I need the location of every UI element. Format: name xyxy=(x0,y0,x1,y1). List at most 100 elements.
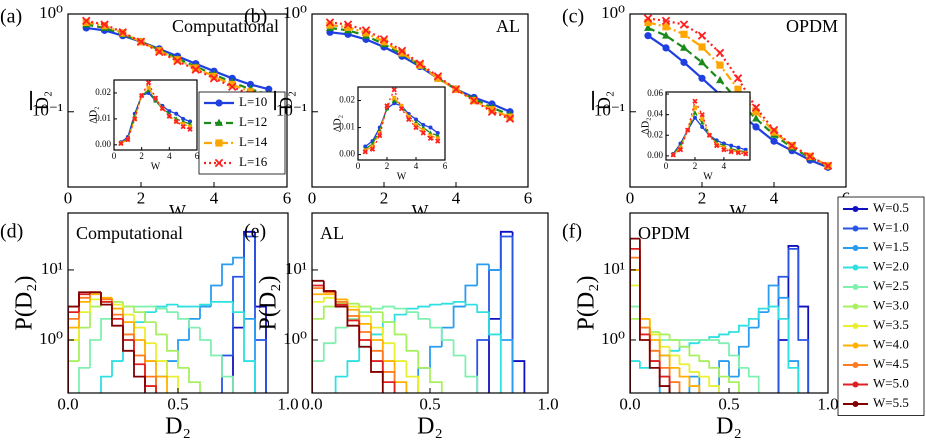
x-axis-label: W xyxy=(397,171,407,182)
y-tick-label: 0.06 xyxy=(647,88,663,98)
histogram-step xyxy=(718,367,729,378)
histogram-step xyxy=(708,376,720,393)
axes-frame xyxy=(311,13,529,188)
series-line xyxy=(647,17,829,167)
histogram-step xyxy=(464,284,478,307)
histogram-step xyxy=(787,247,799,277)
histogram-step xyxy=(177,304,189,308)
marker xyxy=(714,142,720,149)
marker xyxy=(173,118,179,125)
histogram-step xyxy=(405,361,420,393)
marker xyxy=(661,16,671,26)
histogram-step xyxy=(708,336,720,340)
legend-marker xyxy=(852,225,859,232)
marker xyxy=(680,43,688,51)
histogram-step xyxy=(111,360,123,377)
marker xyxy=(209,74,219,83)
legend-label: W=4.0 xyxy=(873,336,909,351)
marker xyxy=(325,18,335,27)
marker xyxy=(644,18,652,27)
marker xyxy=(506,113,514,121)
legend-marker xyxy=(852,284,859,290)
histogram-step xyxy=(210,300,222,305)
histogram-step xyxy=(639,238,650,341)
x-tick-label: 2 xyxy=(380,189,389,208)
marker xyxy=(406,114,411,119)
legend-label: W=5.0 xyxy=(873,375,909,390)
histogram-step xyxy=(381,312,395,324)
marker xyxy=(733,74,743,83)
x-tick-label: 0.5 xyxy=(167,395,188,414)
x-tick-label: 0 xyxy=(356,161,361,171)
plot-area xyxy=(362,87,441,155)
x-tick-label: 0.0 xyxy=(619,395,640,414)
marker xyxy=(698,74,706,82)
y-tick-label: 10⁻¹ xyxy=(276,101,307,120)
histogram-step xyxy=(797,248,810,393)
histogram-step xyxy=(464,355,479,393)
histogram-step xyxy=(630,247,640,393)
histogram-step xyxy=(177,312,189,320)
marker xyxy=(487,107,497,117)
histogram-step xyxy=(417,305,430,309)
histogram-step xyxy=(630,317,640,393)
marker xyxy=(743,151,749,157)
histogram-step xyxy=(767,284,779,313)
marker xyxy=(706,132,713,138)
marker xyxy=(118,140,124,147)
histogram-step xyxy=(405,308,419,314)
axes-frame xyxy=(629,212,829,394)
histogram-step xyxy=(678,355,690,366)
marker xyxy=(153,98,158,103)
legend-label: W=3.0 xyxy=(873,297,909,312)
x-tick-label: 4 xyxy=(722,161,727,171)
marker xyxy=(379,35,389,44)
x-tick-label: 4 xyxy=(452,189,461,208)
marker xyxy=(398,105,405,112)
legend-marker xyxy=(852,323,859,329)
plot-area xyxy=(68,230,267,393)
x-tick-label: 2 xyxy=(693,161,698,171)
marker xyxy=(698,58,706,66)
histogram-step xyxy=(68,305,79,393)
histogram-step xyxy=(232,301,244,314)
marker xyxy=(191,65,200,74)
y-axis-label: P(D₂) xyxy=(256,275,282,330)
histogram-step xyxy=(155,306,167,310)
marker xyxy=(139,92,145,99)
marker xyxy=(181,122,186,127)
histogram-step xyxy=(393,306,407,310)
legend-marker xyxy=(852,264,859,271)
histogram-step xyxy=(188,318,200,329)
marker xyxy=(435,136,440,141)
histogram-step xyxy=(155,361,168,393)
histogram-step xyxy=(417,312,430,320)
histogram-step xyxy=(648,339,660,369)
marker xyxy=(146,85,151,90)
histogram-step xyxy=(429,345,442,368)
series-line xyxy=(329,26,511,116)
x-tick-label: 2 xyxy=(698,189,707,208)
marker xyxy=(488,106,496,114)
y-tick-label: 0.01 xyxy=(339,122,355,132)
histogram-step xyxy=(122,325,134,352)
marker xyxy=(670,152,676,158)
histogram-step xyxy=(199,303,211,307)
histogram-step xyxy=(718,360,729,393)
histogram-step xyxy=(221,355,234,393)
x-axis-label: D₂ xyxy=(417,414,443,440)
x-tick-label: 4 xyxy=(167,151,172,161)
y-tick-label: 10⁰ xyxy=(283,3,307,22)
marker xyxy=(721,147,727,153)
histogram-step xyxy=(738,355,749,369)
histogram-step xyxy=(100,292,112,306)
marker xyxy=(700,116,705,121)
series-line xyxy=(364,96,438,152)
histogram-step xyxy=(100,375,112,393)
marker xyxy=(380,38,388,46)
x-tick-label: 0 xyxy=(112,151,117,161)
marker xyxy=(228,80,236,89)
histogram-step xyxy=(452,300,466,304)
histogram-step xyxy=(312,293,324,393)
marker xyxy=(173,56,182,66)
